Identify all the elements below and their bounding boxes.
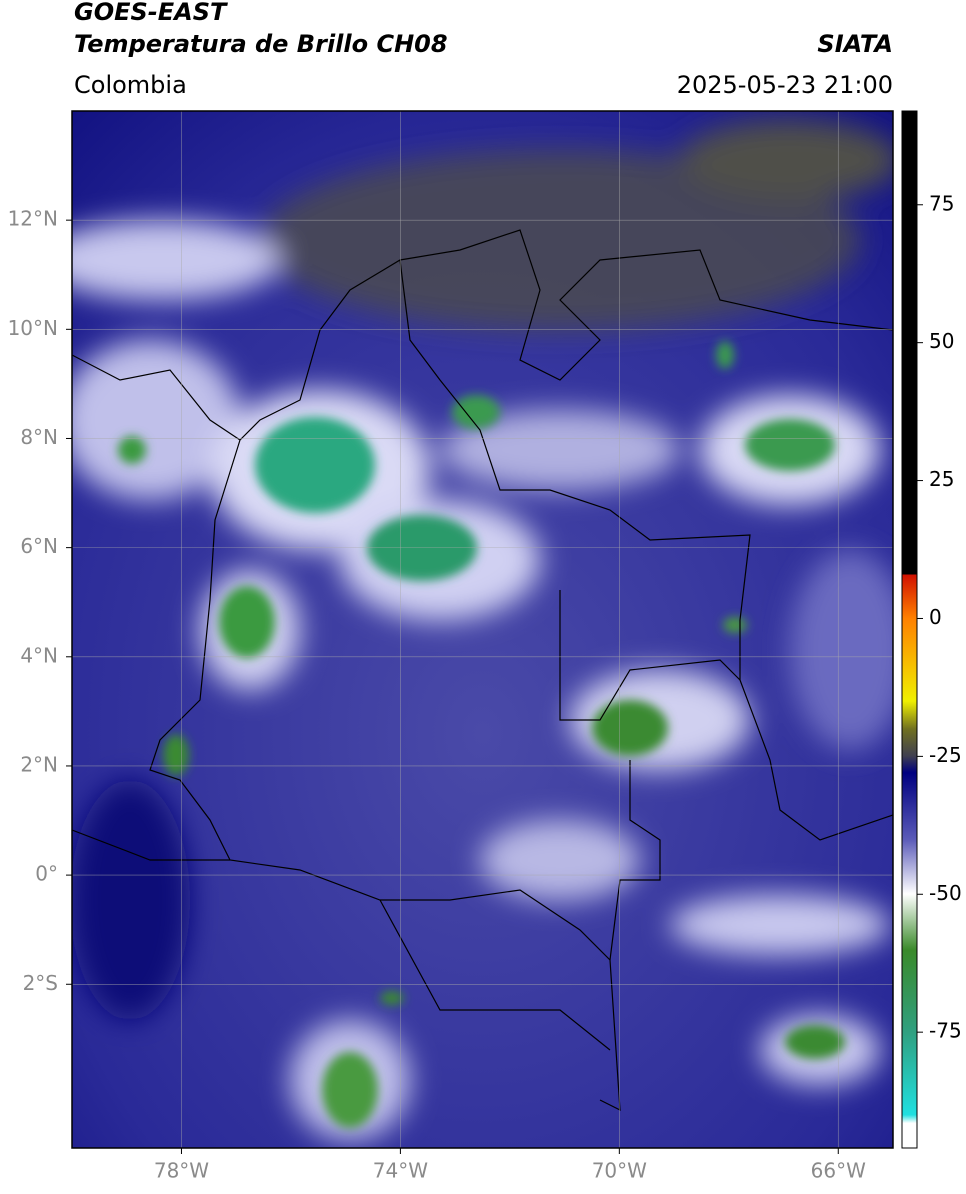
colorbar-tick-label: -25: [929, 743, 962, 767]
x-tick-label: 70°W: [592, 1159, 647, 1183]
product: Temperatura de Brillo CH08: [74, 30, 448, 58]
y-tick-label: 8°N: [20, 425, 58, 449]
region: Colombia: [74, 71, 187, 99]
y-tick-label: 4°N: [20, 643, 58, 667]
colorbar: [901, 110, 918, 1149]
x-tick-label: 74°W: [373, 1159, 428, 1183]
grid: [66, 111, 893, 1154]
colorbar-tick-label: 0: [929, 605, 942, 629]
colorbar-tick-label: 25: [929, 467, 954, 491]
colorbar-tick-label: -50: [929, 881, 962, 905]
y-tick-label: 0°: [35, 862, 58, 886]
x-tick-label: 78°W: [154, 1159, 209, 1183]
y-tick-label: 10°N: [8, 316, 58, 340]
colorbar-tick-label: 50: [929, 329, 954, 353]
map-imagery: [72, 111, 893, 1148]
datetime: 2025-05-23 21:00: [677, 71, 893, 99]
satellite: GOES-EAST: [74, 0, 228, 26]
x-tick-label: 66°W: [811, 1159, 866, 1183]
source: SIATA: [817, 30, 893, 58]
colorbar-tick-label: -75: [929, 1019, 962, 1043]
y-tick-label: 2°N: [20, 752, 58, 776]
y-tick-label: 2°S: [23, 971, 58, 995]
borders: [72, 229, 893, 1112]
y-tick-label: 12°N: [8, 207, 58, 231]
y-tick-label: 6°N: [20, 534, 58, 558]
map-frame: [71, 110, 894, 1149]
colorbar-tick-label: 75: [929, 191, 954, 215]
